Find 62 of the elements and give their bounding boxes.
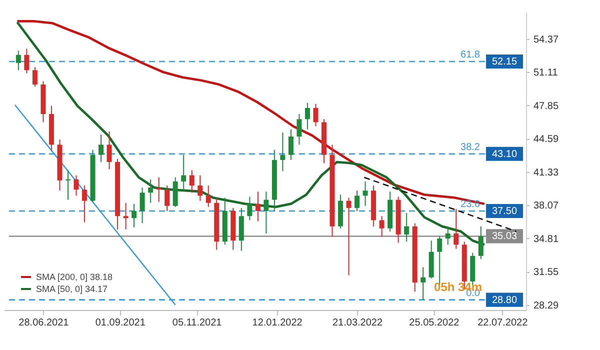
candlestick: [140, 187, 145, 224]
candlestick: [247, 196, 252, 221]
candlestick: [148, 178, 154, 204]
candlestick: [362, 180, 368, 206]
candlestick: [189, 170, 194, 194]
candlestick: [264, 191, 269, 234]
candlestick: [32, 66, 38, 87]
x-tick-label: 12.01.2022: [252, 318, 303, 328]
y-tick-label: 38.07: [534, 200, 559, 212]
candlestick: [354, 190, 360, 212]
y-tick-label: 41.33: [534, 167, 559, 178]
candlestick: [404, 212, 410, 242]
candlestick: [65, 170, 70, 200]
candlestick: [478, 226, 484, 260]
candlestick: [313, 103, 318, 127]
y-tick-label: 51.11: [534, 68, 558, 79]
ref-line-label: 37.50: [492, 206, 518, 218]
candlestick: [164, 184, 170, 212]
candlestick: [288, 128, 294, 160]
annotation: 23.6: [460, 199, 480, 210]
x-tick-label: 05.11.2021: [172, 318, 222, 328]
candlestick: [132, 203, 137, 228]
line-series: [16, 20, 486, 206]
ref-line-label: 28.80: [492, 294, 518, 306]
candlestick: [255, 191, 260, 222]
y-tick-label: 44.59: [534, 134, 559, 146]
candlestick: [198, 174, 203, 202]
candlestick: [24, 48, 30, 74]
y-tick-label: 47.85: [534, 100, 559, 112]
x-tick-label: 22.07.2022: [478, 318, 528, 328]
y-tick-label: 54.37: [534, 34, 559, 46]
annotation: 61.8: [460, 49, 480, 60]
x-tick-label: 21.03.2022: [332, 318, 383, 328]
candlestick: [280, 132, 286, 172]
candlestick: [454, 208, 459, 250]
y-tick-label: 34.81: [534, 234, 559, 245]
candlestick: [156, 176, 162, 202]
candlestick: [420, 266, 426, 300]
candlestick: [123, 202, 128, 230]
candlestick: [181, 154, 186, 192]
x-tick-label: 28.06.2021: [18, 318, 70, 328]
candlestick: [346, 197, 352, 276]
x-tick-label: 01.09.2021: [95, 318, 146, 328]
annotation: 38.2: [460, 142, 480, 153]
candlestick: [379, 216, 384, 238]
legend-label: SMA [50, 0] 34.17: [36, 284, 108, 294]
ref-line-label: 35.03: [492, 231, 518, 242]
y-tick-label: 31.55: [534, 267, 559, 278]
x-tick-label: 25.05.2022: [409, 318, 460, 328]
candlestick: [106, 130, 112, 170]
candlestick: [74, 174, 79, 196]
candlestick: [82, 184, 87, 223]
candlestick: [206, 184, 211, 208]
ref-line-label: 43.10: [492, 148, 518, 160]
candlestick: [98, 134, 104, 163]
ref-line-label: 52.15: [492, 56, 518, 68]
candlestick: [304, 102, 310, 130]
legend-label: SMA [200, 0] 38.18: [36, 272, 113, 282]
candlestick: [445, 226, 450, 246]
y-tick-label: 28.29: [534, 300, 559, 312]
candlestick: [16, 50, 21, 71]
candlestick: [296, 114, 302, 146]
